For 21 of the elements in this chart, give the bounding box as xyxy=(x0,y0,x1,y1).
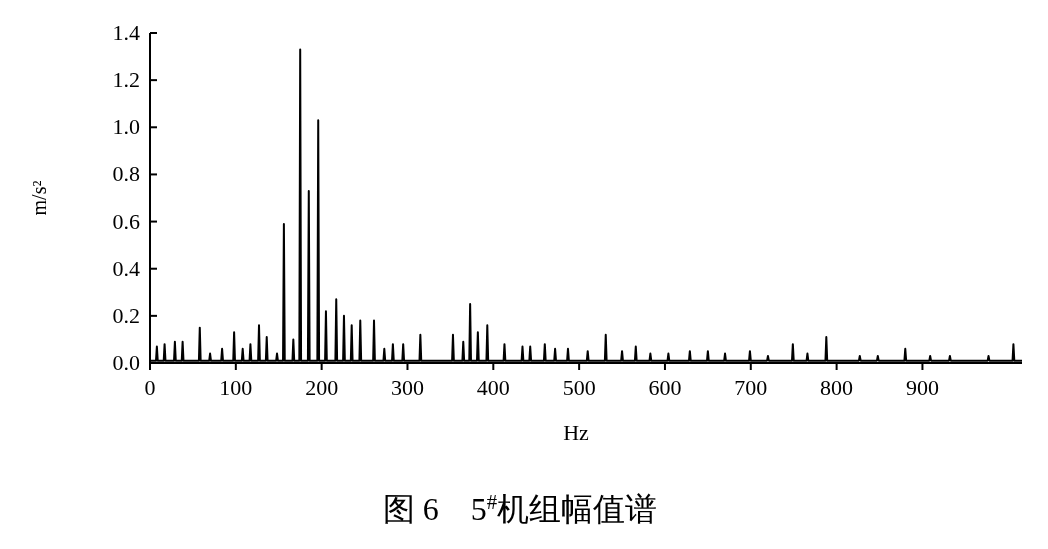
x-tick-label: 300 xyxy=(390,375,424,400)
y-tick-label: 1.4 xyxy=(112,20,140,45)
x-tick-label: 900 xyxy=(905,375,939,400)
x-axis-title: Hz xyxy=(563,420,590,445)
x-tick-label: 0 xyxy=(144,375,156,400)
y-axis-title: m/s² xyxy=(28,180,50,216)
y-tick-label: 0.0 xyxy=(112,350,140,375)
x-tick-label: 400 xyxy=(476,375,510,400)
y-tick-label: 0.6 xyxy=(112,208,140,234)
y-tick-label: 0.2 xyxy=(112,302,140,328)
x-tick-label: 800 xyxy=(820,375,854,400)
y-tick-label: 1.0 xyxy=(112,114,140,140)
y-tick-label: 1.2 xyxy=(112,67,140,93)
x-tick-label: 700 xyxy=(734,375,768,400)
y-tick-label: 0.4 xyxy=(112,255,140,281)
x-tick-label: 100 xyxy=(219,375,253,400)
y-tick-label: 0.8 xyxy=(112,161,140,187)
x-tick-label: 500 xyxy=(562,375,596,400)
text: 图 6 5$^{#}$机组幅值谱 xyxy=(382,489,658,527)
x-tick-label: 200 xyxy=(305,375,339,400)
x-tick-label: 600 xyxy=(648,375,682,400)
